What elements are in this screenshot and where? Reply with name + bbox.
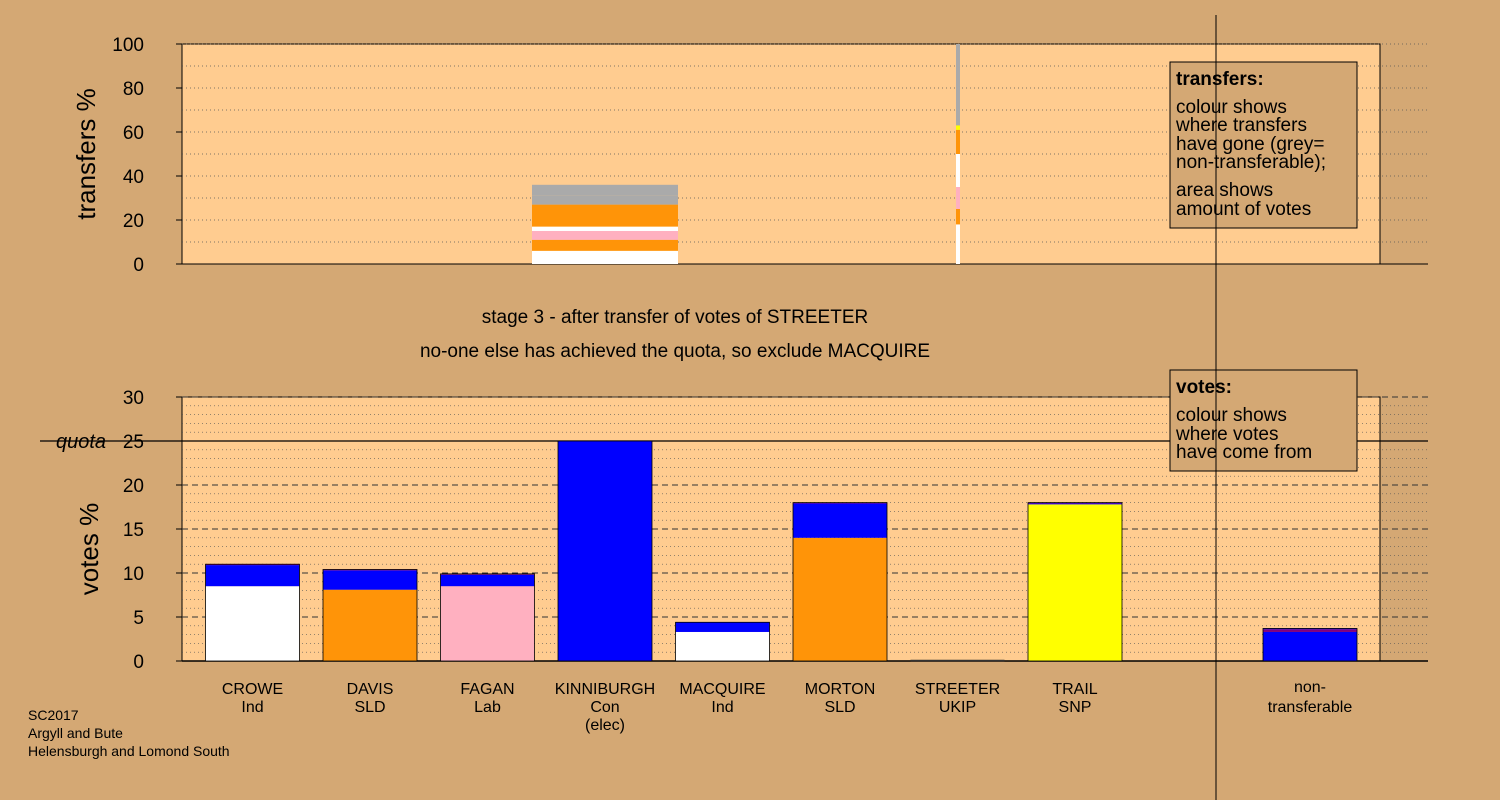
bar-outline-nontransferable: [1262, 628, 1358, 662]
bar-segment-crowe: [205, 586, 300, 661]
bar-outline-trail: [1027, 502, 1123, 662]
votes-legend-line: have come from: [1176, 442, 1312, 463]
bar-segment-macquire: [675, 622, 770, 632]
nontransferable-label: transferable: [1268, 699, 1353, 716]
candidate-party: Ind: [241, 699, 263, 716]
bar-segment-nontransferable: [1263, 631, 1357, 661]
votes-legend: votes: colour shows where votes have com…: [1169, 369, 1358, 472]
footer-line-1: SC2017: [28, 707, 79, 723]
transfer-segment-Ind: [532, 226, 678, 231]
y-tick-label: 15: [123, 520, 144, 541]
bar-segment-nontransferable: [1263, 628, 1357, 630]
candidate-name: DAVIS: [347, 681, 394, 698]
candidate-party: SNP: [1059, 699, 1092, 716]
transfer-segment-Lab: [532, 231, 678, 240]
transfer-segment-SLD: [532, 204, 678, 227]
transfers-legend-line: non-transferable);: [1176, 152, 1326, 173]
candidate-party: Ind: [711, 699, 733, 716]
transfers-legend-line: colour shows: [1176, 97, 1287, 118]
transfer-segment-nontransferable: [532, 184, 678, 196]
transfers-legend-line: where transfers: [1175, 115, 1307, 136]
bar-segment-morton: [793, 503, 887, 538]
candidate-party: SLD: [354, 699, 385, 716]
bar-segment-morton: [793, 502, 887, 504]
transfer-segment-Ind: [956, 154, 960, 187]
y-tick-label: 60: [123, 123, 144, 144]
y-axis-title: transfers %: [71, 88, 101, 220]
bar-outline-fagan: [440, 573, 535, 662]
y-tick-label: 0: [133, 652, 144, 673]
bar-segment-fagan: [440, 574, 535, 587]
candidate-name: STREETER: [915, 681, 1000, 698]
bar-segment-morton: [793, 537, 887, 661]
candidate-party: Con: [590, 699, 619, 716]
votes-legend-box: [1169, 369, 1358, 472]
bar-outline-macquire: [675, 621, 770, 662]
candidate-status: (elec): [585, 717, 625, 734]
bar-outline-kinniburgh: [557, 440, 653, 662]
candidate-party: Lab: [474, 699, 501, 716]
candidate-party: SLD: [824, 699, 855, 716]
y-tick-label: 40: [123, 167, 144, 188]
y-tick-label: 80: [123, 79, 144, 100]
y-tick-label: 0: [133, 255, 144, 276]
transfer-segment-nontransferable: [532, 195, 678, 205]
footer-line-2: Argyll and Bute: [28, 725, 123, 741]
transfers-legend-line: area shows: [1176, 180, 1273, 201]
footer-line-3: Helensburgh and Lomond South: [28, 743, 230, 759]
bar-segment-crowe: [205, 564, 300, 566]
y-tick-label: 5: [133, 608, 144, 629]
transfer-segment-Ind: [956, 224, 960, 264]
candidate-name: KINNIBURGH: [555, 681, 655, 698]
bar-segment-crowe: [205, 565, 300, 587]
transfers-legend-line: amount of votes: [1176, 199, 1311, 220]
bar-segment-macquire: [675, 631, 770, 661]
y-tick-label: 10: [123, 564, 144, 585]
bar-segment-trail: [1028, 502, 1122, 504]
transfer-segment-SLD: [956, 129, 960, 154]
transfer-segment-Lab: [956, 187, 960, 209]
bar-segment-davis: [323, 569, 417, 571]
y-tick-label: 30: [123, 388, 144, 409]
transfers-legend: transfers: colour shows where transfers …: [1169, 61, 1358, 229]
candidate-name: FAGAN: [460, 681, 514, 698]
y-tick-label: 20: [123, 211, 144, 232]
candidate-name: TRAIL: [1052, 681, 1097, 698]
bar-segment-trail: [1028, 503, 1122, 505]
bar-outline-morton: [792, 502, 888, 662]
transfer-segment-Ind: [532, 250, 678, 264]
quota-label: quota: [56, 431, 106, 453]
transfer-segment-SLD: [532, 239, 678, 251]
bar-segment-nontransferable: [1263, 629, 1357, 632]
transfers-legend-box: [1169, 61, 1358, 229]
bar-segment-davis: [323, 570, 417, 590]
candidate-name: MORTON: [805, 681, 876, 698]
candidate-name: MACQUIRE: [679, 681, 765, 698]
stage-line-1: stage 3 - after transfer of votes of STR…: [482, 307, 869, 328]
votes-legend-line: where votes: [1175, 424, 1278, 445]
y-tick-label: 25: [123, 432, 144, 453]
candidate-name: CROWE: [222, 681, 283, 698]
transfer-segment-SNP: [956, 125, 960, 130]
bar-outline-davis: [322, 569, 418, 662]
transfers-legend-line: have gone (grey=: [1176, 134, 1324, 155]
bar-segment-davis: [323, 589, 417, 661]
bar-segment-fagan: [440, 573, 535, 575]
nontransferable-label: non-: [1294, 679, 1326, 696]
bar-outline-crowe: [205, 563, 300, 662]
bar-segment-kinniburgh: [558, 441, 652, 661]
stage-line-2: no-one else has achieved the quota, so e…: [420, 341, 930, 362]
transfer-segment-nontransferable: [956, 44, 960, 126]
y-axis-title: votes %: [74, 503, 104, 596]
y-tick-label: 100: [112, 35, 144, 56]
votes-legend-title: votes:: [1176, 377, 1232, 398]
candidate-party: UKIP: [939, 699, 976, 716]
bar-segment-fagan: [440, 586, 535, 661]
y-tick-label: 20: [123, 476, 144, 497]
transfers-legend-title: transfers:: [1176, 69, 1264, 90]
votes-legend-line: colour shows: [1176, 405, 1287, 426]
transfer-segment-SLD: [956, 209, 960, 225]
bar-segment-trail: [1028, 504, 1122, 661]
